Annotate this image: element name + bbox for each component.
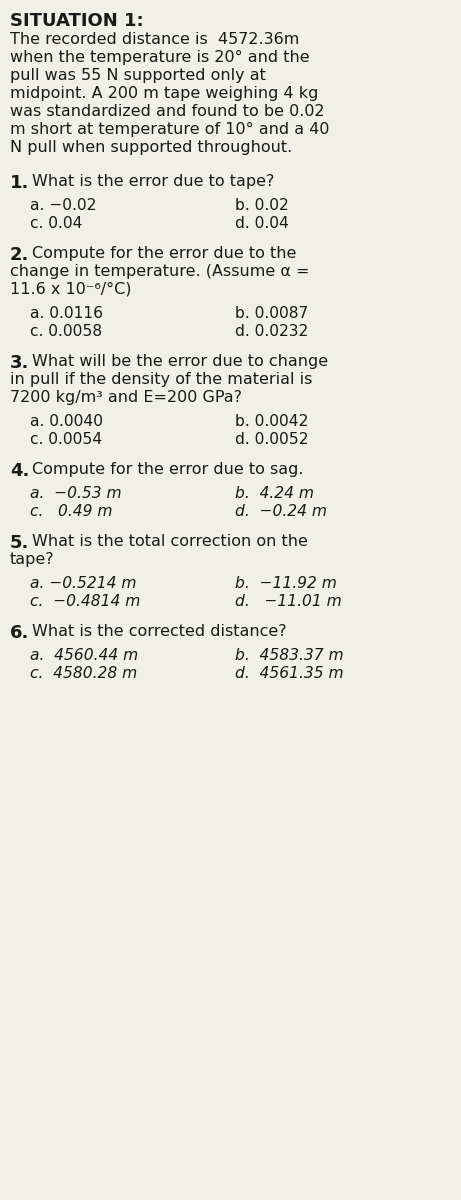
Text: midpoint. A 200 m tape weighing 4 kg: midpoint. A 200 m tape weighing 4 kg <box>10 86 319 101</box>
Text: b.  4.24 m: b. 4.24 m <box>235 486 314 502</box>
Text: 5.: 5. <box>10 534 30 552</box>
Text: What will be the error due to change: What will be the error due to change <box>32 354 328 370</box>
Text: change in temperature. (Assume α =: change in temperature. (Assume α = <box>10 264 309 278</box>
Text: c. 0.0054: c. 0.0054 <box>30 432 102 446</box>
Text: d. 0.0232: d. 0.0232 <box>235 324 308 338</box>
Text: when the temperature is 20° and the: when the temperature is 20° and the <box>10 50 310 65</box>
Text: c. 0.0058: c. 0.0058 <box>30 324 102 338</box>
Text: 4.: 4. <box>10 462 30 480</box>
Text: c.  4580.28 m: c. 4580.28 m <box>30 666 137 680</box>
Text: 2.: 2. <box>10 246 30 264</box>
Text: d. 0.04: d. 0.04 <box>235 216 289 230</box>
Text: d.  4561.35 m: d. 4561.35 m <box>235 666 343 680</box>
Text: c.   0.49 m: c. 0.49 m <box>30 504 112 518</box>
Text: N pull when supported throughout.: N pull when supported throughout. <box>10 140 292 155</box>
Text: tape?: tape? <box>10 552 54 566</box>
Text: d.  −0.24 m: d. −0.24 m <box>235 504 327 518</box>
Text: in pull if the density of the material is: in pull if the density of the material i… <box>10 372 313 386</box>
Text: d. 0.0052: d. 0.0052 <box>235 432 308 446</box>
Text: pull was 55 N supported only at: pull was 55 N supported only at <box>10 68 266 83</box>
Text: c. 0.04: c. 0.04 <box>30 216 83 230</box>
Text: 3.: 3. <box>10 354 30 372</box>
Text: 11.6 x 10⁻⁶/°C): 11.6 x 10⁻⁶/°C) <box>10 282 131 296</box>
Text: b. 0.0042: b. 0.0042 <box>235 414 308 428</box>
Text: c.  −0.4814 m: c. −0.4814 m <box>30 594 141 608</box>
Text: b. 0.0087: b. 0.0087 <box>235 306 308 320</box>
Text: a.  −0.53 m: a. −0.53 m <box>30 486 122 502</box>
Text: d.   −11.01 m: d. −11.01 m <box>235 594 342 608</box>
Text: SITUATION 1:: SITUATION 1: <box>10 12 144 30</box>
Text: What is the corrected distance?: What is the corrected distance? <box>32 624 287 638</box>
Text: What is the error due to tape?: What is the error due to tape? <box>32 174 274 188</box>
Text: a. 0.0116: a. 0.0116 <box>30 306 103 320</box>
Text: a. −0.5214 m: a. −0.5214 m <box>30 576 136 590</box>
Text: a. −0.02: a. −0.02 <box>30 198 96 214</box>
Text: Compute for the error due to sag.: Compute for the error due to sag. <box>32 462 303 476</box>
Text: was standardized and found to be 0.02: was standardized and found to be 0.02 <box>10 104 325 119</box>
Text: a. 0.0040: a. 0.0040 <box>30 414 103 428</box>
Text: Compute for the error due to the: Compute for the error due to the <box>32 246 296 260</box>
Text: 1.: 1. <box>10 174 30 192</box>
Text: m short at temperature of 10° and a 40: m short at temperature of 10° and a 40 <box>10 122 330 137</box>
Text: 7200 kg/m³ and E=200 GPa?: 7200 kg/m³ and E=200 GPa? <box>10 390 242 404</box>
Text: 6.: 6. <box>10 624 30 642</box>
Text: b.  4583.37 m: b. 4583.37 m <box>235 648 343 662</box>
Text: b.  −11.92 m: b. −11.92 m <box>235 576 337 590</box>
Text: a.  4560.44 m: a. 4560.44 m <box>30 648 138 662</box>
Text: What is the total correction on the: What is the total correction on the <box>32 534 308 550</box>
Text: The recorded distance is  4572.36m: The recorded distance is 4572.36m <box>10 32 299 47</box>
Text: b. 0.02: b. 0.02 <box>235 198 289 214</box>
